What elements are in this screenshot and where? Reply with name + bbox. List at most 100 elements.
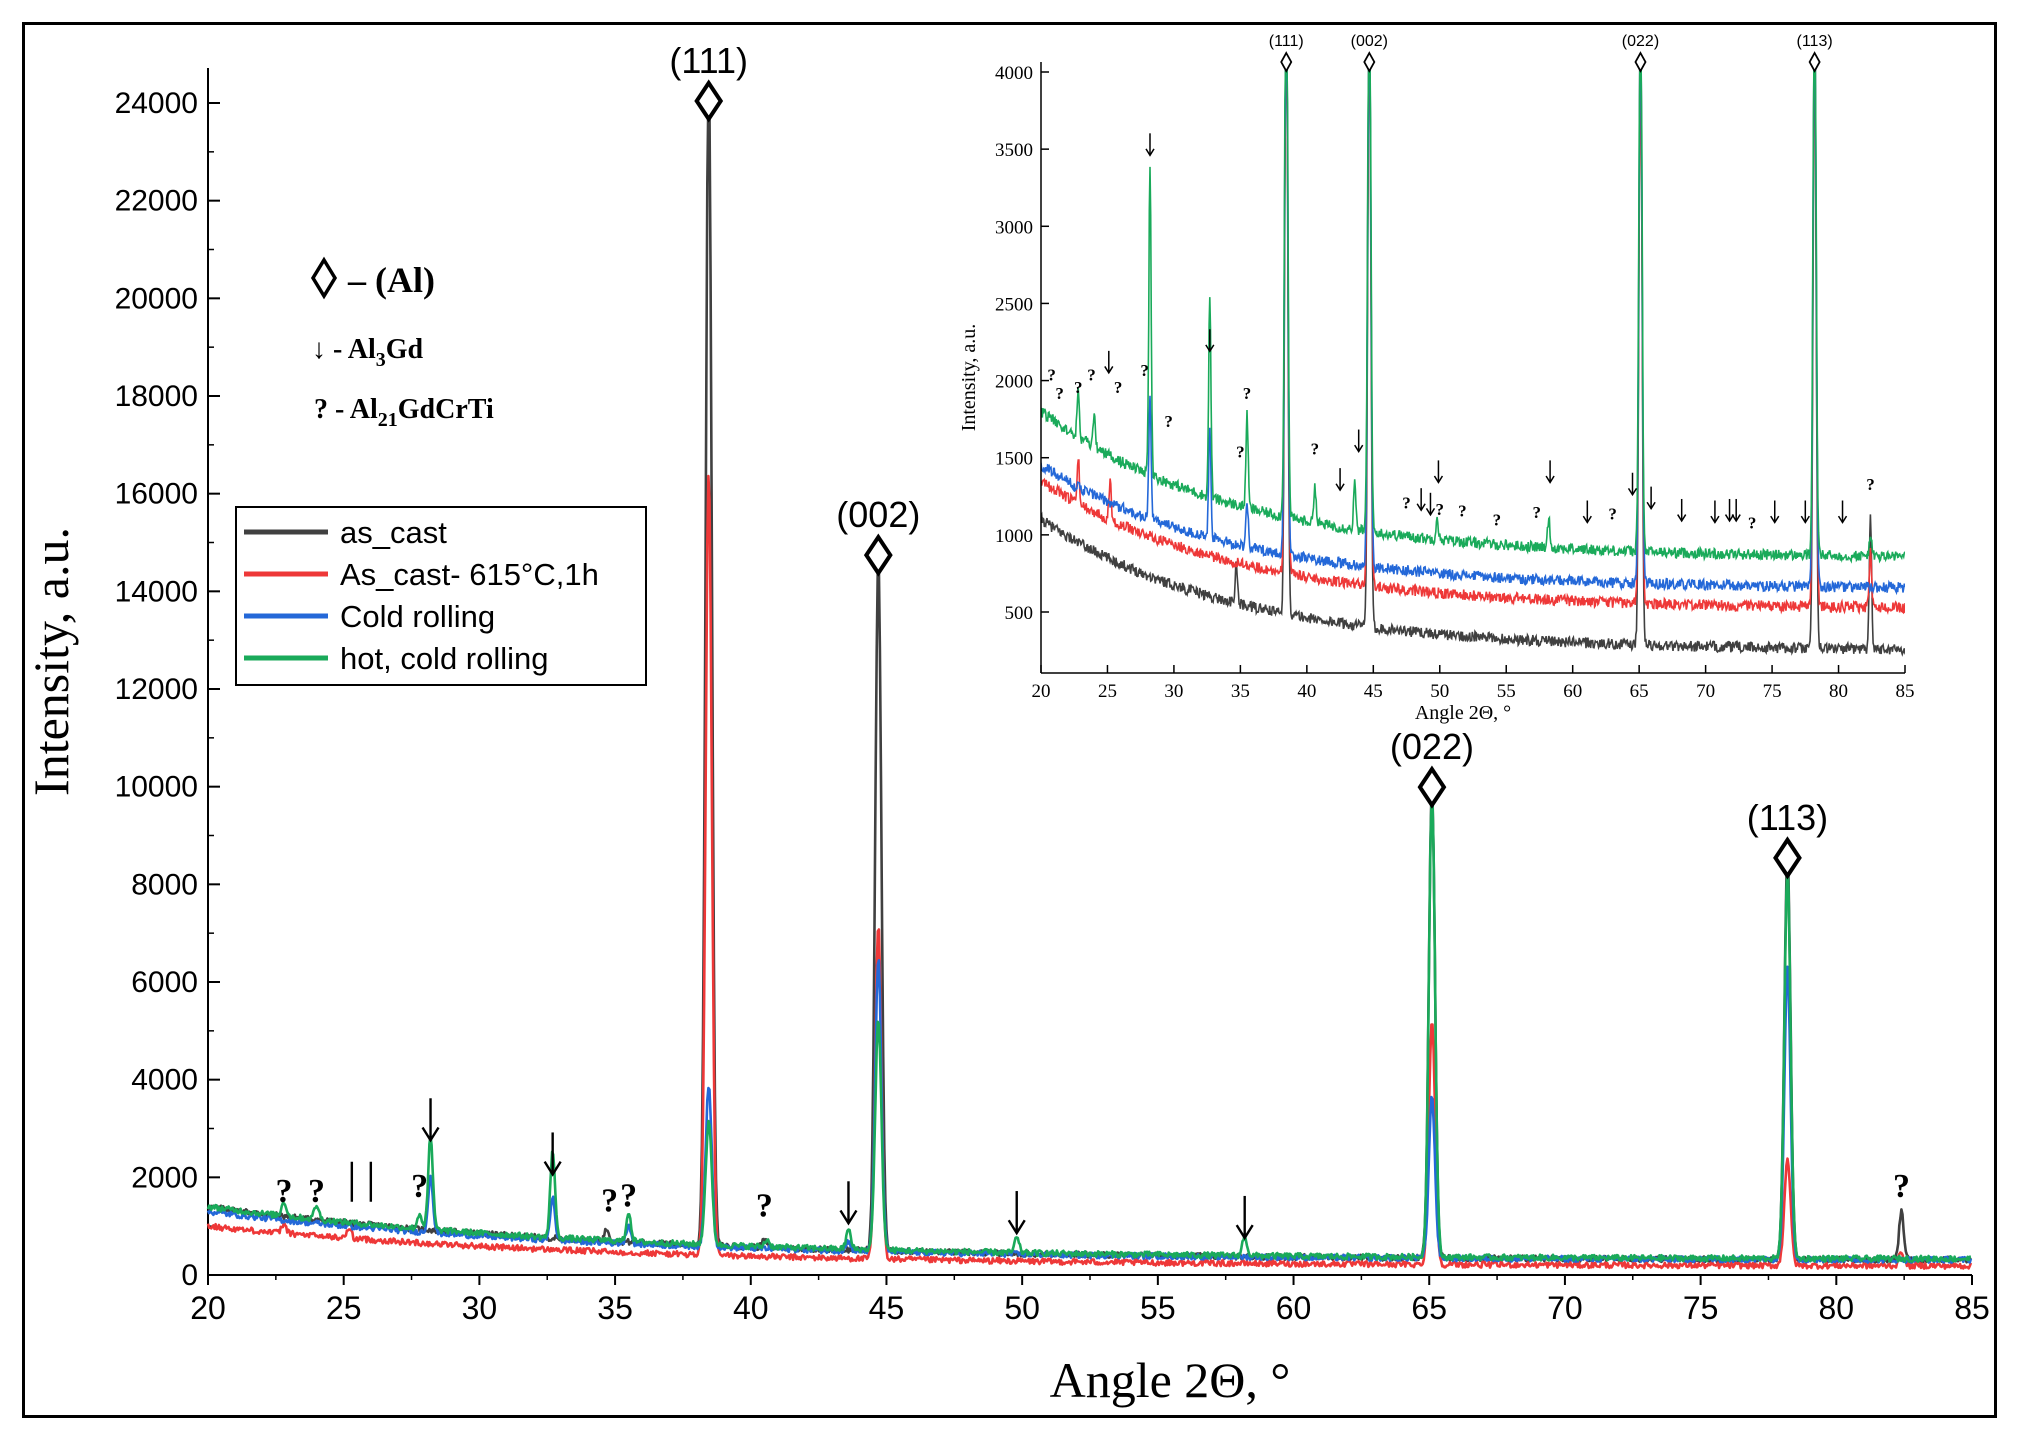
main-peak-label: (002) xyxy=(836,494,920,535)
inset-question-mark: ? xyxy=(1608,504,1617,523)
legend-label-3: hot, cold rolling xyxy=(340,641,549,676)
main-arrow-icon xyxy=(839,1181,858,1226)
inset-question-mark: ? xyxy=(1236,443,1245,462)
inset-x-tick-label: 70 xyxy=(1696,681,1715,702)
main-arrow-icon xyxy=(543,1132,562,1177)
inset-arrow-icon xyxy=(1837,500,1848,524)
main-series-2 xyxy=(206,959,1973,1264)
arrow-head xyxy=(1677,514,1687,523)
inset-question-mark: ? xyxy=(1243,384,1252,403)
main-peak-label: (022) xyxy=(1390,726,1474,767)
legend-label-0: as_cast xyxy=(340,515,447,550)
main-y-tick-label: 8000 xyxy=(131,868,198,901)
main-y-tick-label: 20000 xyxy=(115,282,198,315)
arrow-head xyxy=(1731,514,1741,523)
arrow-head xyxy=(421,1126,440,1143)
inset-y-tick-label: 3000 xyxy=(995,217,1033,238)
inset-background xyxy=(1041,62,1905,673)
series-legend-box xyxy=(235,506,647,686)
arrow-head xyxy=(1770,515,1780,524)
arrow-head xyxy=(1335,483,1345,492)
main-plot: 0 2000 4000 6000 8000 10000 12000 14000 16000 180… xyxy=(23,40,1990,1408)
inset-x-axis-label: Angle 2Θ, ° xyxy=(1415,702,1511,724)
inset-arrow-icon xyxy=(1104,350,1114,375)
arrow-head xyxy=(1710,515,1720,524)
inset-x-tick-label: 50 xyxy=(1430,681,1449,702)
inset-question-mark: ? xyxy=(1164,412,1173,431)
main-x-tick-label: 30 xyxy=(462,1290,498,1326)
inset-arrow-icon xyxy=(1800,500,1810,524)
inset-arrow-icon xyxy=(1677,498,1687,523)
inset-x-tick-label: 75 xyxy=(1763,681,1782,702)
phase-legend-al3gd: ↓ - Al3Gd xyxy=(312,334,424,371)
arrow-head xyxy=(1235,1224,1254,1241)
main-y-tick-label: 24000 xyxy=(115,87,198,120)
main-y-tick-label: 12000 xyxy=(115,673,198,706)
main-x-tick-label: 45 xyxy=(869,1290,905,1326)
inset-arrow-icon xyxy=(1354,429,1364,453)
main-x-tick-label: 65 xyxy=(1411,1290,1447,1326)
inset-x-tick-label: 35 xyxy=(1231,681,1250,702)
main-peak-label: (113) xyxy=(1747,797,1828,838)
arrow-head xyxy=(1433,475,1444,484)
inset-x-tick-label: 40 xyxy=(1297,681,1316,702)
inset-question-mark: ? xyxy=(1436,500,1445,519)
inset-y-tick-label: 3500 xyxy=(995,140,1033,161)
inset-arrow-icon xyxy=(1582,500,1592,524)
arrow-head xyxy=(1354,444,1364,453)
main-x-tick-label: 20 xyxy=(190,1290,226,1326)
inset-x-tick-label: 80 xyxy=(1829,681,1848,702)
inset-question-mark: ? xyxy=(1866,475,1875,494)
main-y-tick-label: 10000 xyxy=(115,771,198,804)
main-y-tick-label: 0 xyxy=(181,1259,198,1292)
arrow-head xyxy=(1646,501,1656,511)
inset-question-mark: ? xyxy=(1493,511,1502,530)
inset-peak-diamond-icon xyxy=(1808,51,1821,73)
inset-question-mark: ? xyxy=(1458,501,1467,520)
inset-y-tick-label: 1500 xyxy=(995,449,1033,470)
inset-peak-label: (002) xyxy=(1351,33,1388,50)
arrow-head xyxy=(1425,508,1436,517)
main-x-tick-label: 80 xyxy=(1819,1290,1855,1326)
inset-question-mark: ? xyxy=(1140,361,1149,380)
main-y-tick-label: 6000 xyxy=(131,966,198,999)
inset-arrow-icon xyxy=(1710,500,1720,524)
main-question-mark: ? xyxy=(1893,1168,1910,1205)
inset-question-mark: ? xyxy=(1087,366,1096,385)
inset-y-tick-label: 2500 xyxy=(995,294,1033,315)
inset-y-tick-label: 1000 xyxy=(995,526,1033,547)
main-x-tick-label: 85 xyxy=(1954,1290,1990,1326)
main-question-mark: ? xyxy=(620,1178,637,1215)
inset-x-tick-label: 85 xyxy=(1896,681,1915,702)
main-x-tick-label: 40 xyxy=(733,1290,769,1326)
main-peak-diamond-icon xyxy=(1773,836,1802,880)
inset-peak-diamond-icon xyxy=(1363,51,1376,73)
main-arrow-icon xyxy=(1235,1195,1254,1241)
phase-legend: – (Al) ↓ - Al3Gd ? - Al21GdCrTi xyxy=(310,256,494,431)
inset-y-tick-label: 500 xyxy=(1005,603,1034,624)
inset-peak-diamond-icon xyxy=(1634,51,1647,73)
main-question-mark: ? xyxy=(308,1173,325,1210)
arrow-head xyxy=(1104,366,1114,375)
main-x-tick-label: 70 xyxy=(1547,1290,1583,1326)
main-y-tick-label: 16000 xyxy=(115,478,198,511)
main-y-tick-label: 2000 xyxy=(131,1161,198,1194)
inset-y-tick-label: 2000 xyxy=(995,372,1033,393)
main-y-tick-label: 22000 xyxy=(115,185,198,218)
inset-arrow-icon xyxy=(1205,329,1215,353)
inset-arrow-icon xyxy=(1724,498,1735,523)
arrow-head xyxy=(1205,344,1215,353)
main-x-tick-label: 35 xyxy=(597,1290,633,1326)
inset-x-tick-label: 25 xyxy=(1098,681,1117,702)
main-question-mark: ? xyxy=(275,1173,292,1210)
main-question-mark: ? xyxy=(411,1168,428,1205)
main-x-tick-label: 25 xyxy=(326,1290,362,1326)
main-x-tick-label: 55 xyxy=(1140,1290,1176,1326)
inset-x-tick-label: 20 xyxy=(1032,681,1051,702)
main-y-tick-label: 4000 xyxy=(131,1064,198,1097)
arrow-head xyxy=(1416,503,1426,512)
inset-y-axis-label: Intensity, a.u. xyxy=(958,324,980,432)
inset-arrow-icon xyxy=(1425,492,1436,517)
inset-question-mark: ? xyxy=(1055,384,1064,403)
